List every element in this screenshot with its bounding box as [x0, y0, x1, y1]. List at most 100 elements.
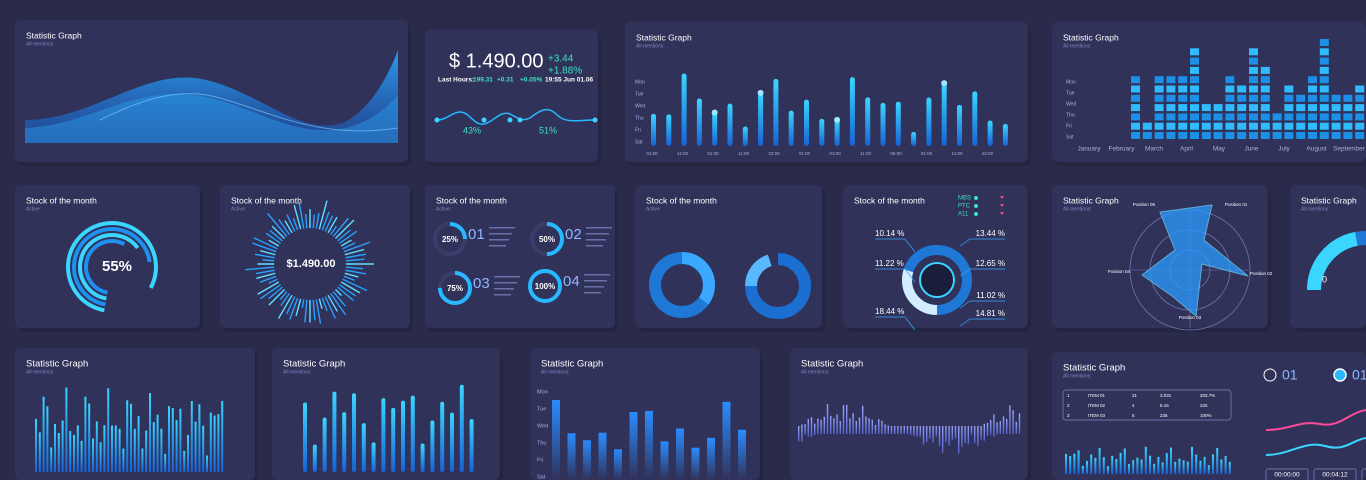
wave-bar	[910, 426, 912, 435]
wave-bar	[935, 426, 937, 437]
item-number: 03	[473, 275, 490, 292]
table-cell: 100%	[1200, 413, 1212, 418]
bar	[1102, 457, 1105, 474]
block	[1249, 85, 1258, 93]
ray	[337, 286, 354, 301]
timer: 00:00:00	[1274, 472, 1300, 479]
bar	[1161, 462, 1164, 474]
ticker-dot	[974, 204, 978, 208]
block	[1319, 122, 1329, 130]
bar	[183, 450, 186, 472]
block	[1178, 122, 1188, 130]
wave-bar	[874, 425, 877, 434]
block	[1190, 66, 1199, 74]
wave-bar	[951, 426, 953, 441]
ray	[254, 253, 275, 259]
block	[1308, 122, 1317, 130]
block	[1225, 132, 1235, 139]
block	[1249, 104, 1258, 112]
sparkline	[436, 108, 596, 125]
panel-subtitle: All mentions:	[283, 369, 312, 375]
panel	[220, 185, 410, 328]
text-line	[584, 292, 601, 294]
block	[1225, 85, 1235, 93]
table-cell: 1	[1067, 393, 1070, 398]
ray	[340, 281, 361, 294]
panel	[1052, 352, 1366, 480]
bar	[880, 102, 886, 146]
bar	[107, 388, 110, 472]
day-label: Thu	[1066, 112, 1075, 118]
pct-label: 11.02 %	[976, 291, 1005, 300]
block	[1131, 94, 1140, 102]
block	[1225, 122, 1235, 130]
block	[1319, 104, 1329, 112]
block	[1166, 122, 1176, 130]
block	[1249, 94, 1258, 102]
block	[1355, 122, 1365, 130]
ray	[279, 291, 288, 300]
ring-arc	[84, 239, 140, 295]
day-label: Wed	[537, 423, 548, 429]
glow	[834, 116, 841, 123]
block	[1296, 113, 1306, 121]
ring-arc	[528, 269, 562, 303]
text-line	[494, 276, 520, 278]
block	[1178, 113, 1188, 121]
block	[1249, 113, 1258, 121]
bar	[171, 408, 174, 472]
time-label: 22:00	[982, 151, 994, 156]
time-label: 01:00	[829, 151, 841, 156]
wave-bar	[903, 426, 905, 434]
block	[1154, 104, 1164, 112]
ray	[304, 213, 308, 229]
ray	[295, 298, 302, 317]
day-label: Thu	[537, 440, 546, 446]
bar	[738, 429, 746, 480]
panel	[425, 30, 598, 162]
ray	[340, 239, 352, 247]
bar	[450, 412, 454, 472]
block	[1343, 104, 1353, 112]
text-line	[584, 274, 610, 276]
table-frame	[1062, 389, 1232, 421]
panel	[15, 185, 200, 328]
bar	[114, 425, 117, 472]
bar	[149, 393, 151, 472]
time-label: 22:00	[768, 151, 780, 156]
wave-bar	[977, 426, 979, 447]
wave-bar	[1006, 418, 1008, 434]
block	[1178, 76, 1188, 84]
table-cell: ITEM 01	[1088, 393, 1106, 398]
block	[1260, 104, 1270, 112]
panel-title: Statistic Graph	[1301, 195, 1357, 205]
block	[1343, 113, 1353, 121]
block	[1296, 104, 1306, 112]
ticker: MBS	[958, 196, 971, 202]
ticker-arrow	[1000, 212, 1004, 215]
wave-bar	[954, 426, 957, 439]
block	[1154, 132, 1164, 139]
ring-arc	[438, 271, 472, 305]
ray	[265, 232, 281, 244]
ray	[298, 202, 305, 229]
bar	[1144, 446, 1147, 474]
text-line	[494, 282, 517, 284]
block	[1142, 132, 1152, 139]
bar	[111, 425, 113, 472]
block	[1284, 132, 1294, 139]
block	[1166, 113, 1176, 121]
bar	[645, 410, 653, 480]
wave-bar	[996, 422, 998, 435]
month-label: June	[1244, 146, 1258, 153]
bar	[1077, 450, 1080, 474]
leader	[959, 318, 1005, 327]
table-cell: 225	[1200, 403, 1208, 408]
ray	[327, 294, 338, 312]
wave-bar	[932, 426, 934, 443]
wave-bar	[868, 418, 870, 434]
block	[1166, 132, 1176, 139]
wave-bar	[942, 426, 944, 453]
wave-bar	[970, 426, 973, 435]
